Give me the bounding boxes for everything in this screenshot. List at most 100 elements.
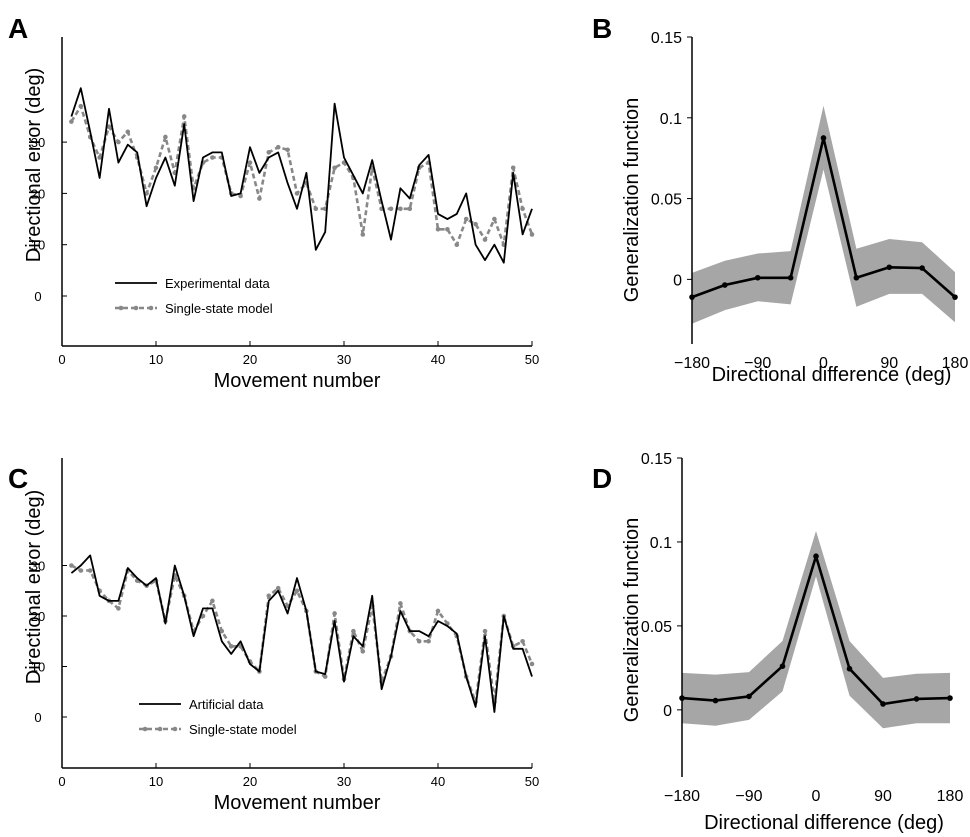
model-series-point	[116, 606, 121, 611]
model-series-point	[388, 206, 394, 212]
model-series-point	[360, 232, 366, 237]
model-series-point	[416, 638, 422, 644]
panel-letter: D	[592, 463, 612, 494]
model-series-point	[285, 147, 290, 153]
generalization-point	[746, 693, 752, 700]
generalization-point	[779, 663, 786, 669]
model-series-point	[322, 674, 328, 679]
model-series-point	[125, 129, 131, 135]
panel-letter: B	[592, 13, 612, 44]
x-axis-label: Movement number	[214, 792, 381, 814]
model-series-point	[219, 628, 225, 634]
generalization-point	[846, 665, 853, 672]
y-tick-label: 0.05	[641, 619, 672, 636]
model-series-point	[116, 139, 121, 145]
y-axis-label: Generalization function	[621, 518, 643, 723]
x-axis-label: Movement number	[214, 370, 381, 392]
panel-letter: C	[8, 463, 28, 494]
y-tick-label: 30	[31, 135, 45, 150]
y-tick-label: 0	[673, 272, 682, 289]
panel-a: A 0 10 20 30 40 50 0 10 20 30 Experimental data Sing…	[8, 13, 539, 392]
model-series-point	[407, 206, 413, 212]
model-series-point	[69, 119, 74, 124]
data-series-line	[70, 87, 533, 264]
model-series-point	[435, 227, 441, 232]
legend-swatch-model-point	[172, 726, 178, 732]
model-series-point	[266, 593, 272, 599]
x-tick-label: 40	[431, 352, 445, 367]
legend: Artificial data Single-state model	[139, 697, 297, 737]
generalization-point	[787, 274, 794, 281]
generalization-point	[913, 696, 920, 702]
model-series-point	[520, 206, 525, 212]
y-tick-label: 0	[663, 703, 672, 720]
model-series-point	[210, 598, 215, 604]
generalization-point	[813, 553, 819, 560]
model-series-point	[332, 611, 337, 616]
model-series-point	[482, 237, 488, 242]
legend-label-data: Artificial data	[189, 697, 264, 712]
model-series-point	[463, 216, 469, 222]
model-series-point	[454, 242, 460, 247]
model-series-point	[275, 144, 281, 150]
model-series-point	[426, 638, 431, 644]
data-series-line	[70, 554, 533, 713]
x-tick-label: 90	[880, 355, 898, 372]
model-series-line	[70, 564, 534, 704]
x-tick-label: −90	[744, 355, 771, 372]
x-tick-label: 0	[58, 774, 65, 789]
model-series-point	[445, 227, 450, 232]
legend-label-model: Single-state model	[165, 301, 273, 316]
model-series-point	[529, 232, 535, 237]
x-tick-label: −180	[664, 788, 700, 805]
y-tick-label: 20	[31, 609, 45, 624]
y-tick-label: 0.1	[660, 111, 682, 128]
model-series-point	[332, 165, 337, 171]
model-series-point	[492, 216, 497, 222]
model-series-point	[87, 568, 93, 573]
model-series-point	[294, 191, 300, 196]
x-tick-label: 10	[149, 774, 163, 789]
x-tick-label: 90	[874, 788, 892, 805]
model-series-point	[360, 649, 366, 654]
model-series-point	[97, 155, 102, 160]
y-tick-label: 30	[31, 559, 45, 574]
legend-label-data: Experimental data	[165, 276, 271, 291]
model-series-point	[520, 638, 525, 644]
x-axis-label: Directional difference (deg)	[712, 364, 952, 386]
model-series-point	[398, 601, 403, 606]
generalization-point	[886, 264, 893, 271]
model-series-point	[106, 124, 112, 130]
x-axis-label: Directional difference (deg)	[704, 812, 944, 834]
model-series-point	[69, 563, 74, 568]
panel-letter: A	[8, 13, 28, 44]
legend-label-model: Single-state model	[189, 722, 297, 737]
model-series-point	[200, 613, 206, 619]
generalization-point	[919, 265, 925, 271]
legend-swatch-model-point	[133, 305, 139, 311]
generalization-point	[820, 135, 827, 141]
model-series-point	[266, 150, 272, 155]
generalization-point	[952, 294, 958, 300]
y-tick-label: 0	[34, 289, 41, 304]
generalization-point	[679, 695, 685, 701]
model-series-point	[78, 568, 84, 573]
model-series-point	[435, 608, 441, 614]
panel-c: C 0 10 20 30 40 50 0 10 20 30 Artificial data Single…	[8, 458, 539, 814]
model-series-point	[228, 644, 234, 649]
model-series-point	[153, 165, 159, 171]
model-series-point	[351, 628, 356, 634]
x-tick-label: 0	[58, 352, 65, 367]
model-series-point	[294, 588, 300, 594]
legend-swatch-model-point	[157, 726, 163, 732]
model-series-point	[163, 134, 168, 140]
x-tick-label: 30	[337, 774, 351, 789]
y-tick-label: 10	[31, 238, 45, 253]
x-tick-label: 30	[337, 352, 351, 367]
model-series-point	[247, 160, 253, 165]
model-series-point	[313, 206, 319, 212]
model-series-point	[398, 206, 403, 212]
model-series-point	[210, 155, 215, 160]
